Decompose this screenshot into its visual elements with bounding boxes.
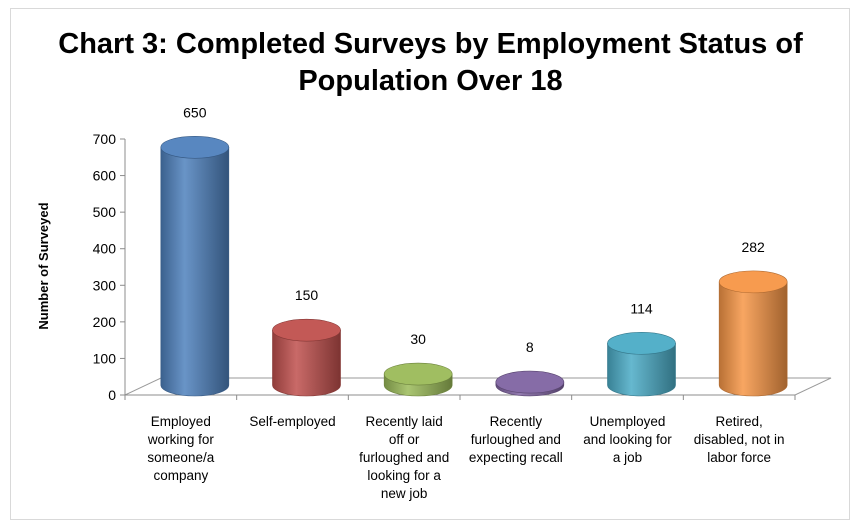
y-tick-label: 100 [93,350,117,366]
y-axis-label: Number of Surveyed [36,202,51,329]
chart-title-line-1: Chart 3: Completed Surveys by Employment… [58,28,803,60]
bar-top [495,370,565,394]
y-tick-label: 500 [93,204,117,220]
x-tick-label: Recently laid off or furloughed and looking… [359,414,449,501]
bar-top [607,332,676,355]
bar-top [272,318,341,342]
y-tick-label: 400 [93,241,117,257]
bar [160,135,230,397]
bar-body [607,343,676,397]
bar-top [718,270,788,294]
x-tick-label: Unemployed and looking for a job [583,414,672,465]
bar [383,362,453,397]
bar-body [718,281,788,397]
data-label: 282 [741,239,765,255]
x-tick-label: Self-employed [249,414,335,429]
data-label: 30 [410,331,426,347]
x-tick-label: Retired, disabled, not in labor force [694,414,785,465]
bar [718,270,788,397]
bar-body [160,146,230,397]
data-label: 150 [295,287,319,303]
x-tick-label: Recently furloughed and expecting recall [469,414,563,465]
y-tick-label: 200 [93,314,117,330]
y-tick-label: 700 [93,131,117,147]
y-tick-label: 300 [93,277,117,293]
bar [607,332,676,397]
data-label: 650 [183,104,207,120]
chart-title-line-2: Population Over 18 [298,65,563,97]
bar-top [383,362,453,386]
y-tick-label: 0 [108,387,116,403]
bar [272,318,341,397]
data-label: 8 [526,339,534,355]
bar [495,370,565,397]
x-tick-label: Employed working for someone/a company [147,414,215,483]
data-label: 114 [630,300,653,316]
y-tick-label: 600 [93,168,117,184]
chart-title: Chart 3: Completed Surveys by Employment… [0,26,861,100]
chart-area [10,8,850,520]
bar-body [272,329,341,397]
bar-top [160,135,230,159]
